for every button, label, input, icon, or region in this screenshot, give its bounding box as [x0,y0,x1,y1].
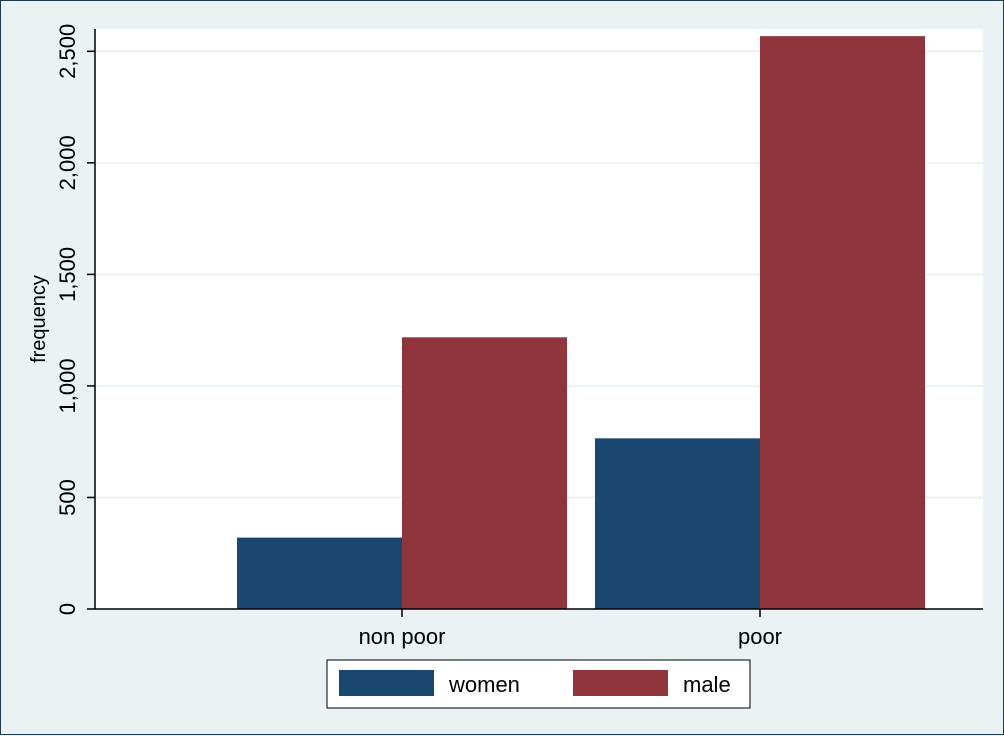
y-tick-label: 2,500 [55,24,80,79]
y-tick-label: 0 [55,603,80,615]
legend-label-male: male [683,672,731,697]
bar-male-poor [760,36,925,609]
bars [237,36,925,609]
legend: women male [326,659,751,709]
x-tick-label: non poor [359,624,446,649]
y-tick-label: 1,500 [55,247,80,302]
y-ticks: 0 500 1,000 1,500 2,000 2,500 [55,24,95,615]
legend-swatch-women [339,670,434,696]
bar-male-non-poor [402,337,567,609]
y-tick-label: 500 [55,479,80,516]
bar-women-poor [595,438,760,609]
legend-label-women: women [448,672,520,697]
x-ticks: non poor poor [359,609,782,649]
x-tick-label: poor [738,624,782,649]
y-tick-label: 1,000 [55,358,80,413]
legend-swatch-male [573,670,668,696]
y-axis-title: frequency [28,275,50,363]
bar-women-non-poor [237,537,402,609]
y-tick-label: 2,000 [55,135,80,190]
